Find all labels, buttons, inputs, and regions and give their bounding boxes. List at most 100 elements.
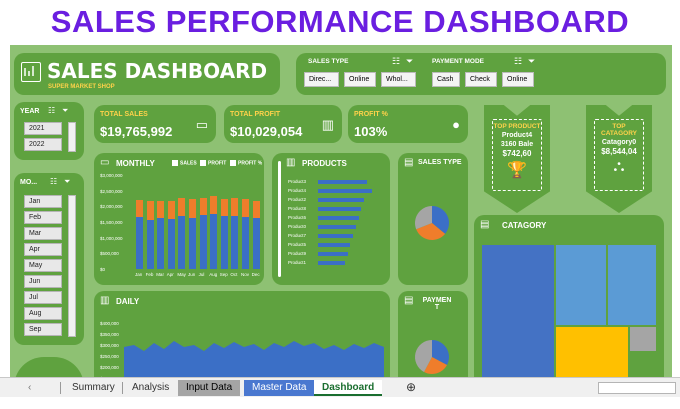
pie-slice xyxy=(415,206,432,230)
tab-dashboard[interactable]: Dashboard xyxy=(314,380,383,396)
product-label: Product9 xyxy=(288,251,307,256)
profit-bar xyxy=(199,197,207,216)
payment-mode-option[interactable]: Check xyxy=(465,72,497,87)
kpi-total-sales: TOTAL SALES $19,765,992 ▭ xyxy=(94,105,216,143)
sales-type-option[interactable]: Online xyxy=(344,72,376,87)
tab-divider xyxy=(60,382,61,394)
year-item[interactable]: 2022 xyxy=(24,138,62,151)
treemap-cell xyxy=(630,327,656,351)
legend-profit[interactable]: PROFIT xyxy=(200,160,226,166)
product-label: Product0 xyxy=(288,224,307,229)
clear-filter-icon[interactable]: ⏷ xyxy=(406,56,414,66)
year-scrollbar[interactable] xyxy=(68,122,76,152)
multi-select-icon[interactable]: ☷ xyxy=(514,56,523,66)
multi-select-icon[interactable]: ☷ xyxy=(50,177,58,186)
month-scrollbar[interactable] xyxy=(68,195,76,337)
product-label: Product1 xyxy=(288,260,307,265)
pie-slice xyxy=(432,206,449,234)
tab-input-data[interactable]: Input Data xyxy=(178,380,241,396)
product-bar xyxy=(318,180,367,184)
y-tick-label: $500,000 xyxy=(100,251,119,257)
product-bar xyxy=(318,225,356,229)
payment-chart-title: PAYMEN T xyxy=(422,297,452,311)
month-item[interactable]: May xyxy=(24,259,62,272)
payment-mode-option[interactable]: Cash xyxy=(432,72,460,87)
year-item[interactable]: 2021 xyxy=(24,122,62,135)
kpi-label: PROFIT % xyxy=(354,111,388,118)
month-item[interactable]: Jun xyxy=(24,275,62,288)
document-icon: ▤ xyxy=(404,157,414,168)
dashboard-canvas: SALES DASHBOARD SUPER MARKET SHOP SALES … xyxy=(10,45,672,379)
partial-card xyxy=(14,357,84,379)
month-item[interactable]: Jan xyxy=(24,195,62,208)
treemap-cell xyxy=(608,245,656,325)
sales-type-chart-title: SALES TYPE xyxy=(418,159,462,166)
sales-bar xyxy=(178,215,186,269)
checkbox-icon xyxy=(230,160,236,166)
bar-chart-icon: ▥ xyxy=(286,157,296,168)
legend-profit-label: PROFIT xyxy=(208,160,227,167)
checkbox-icon xyxy=(200,160,206,166)
document-icon: ▤ xyxy=(480,219,490,230)
payment-mode-option[interactable]: Online xyxy=(502,72,534,87)
legend-profit-percent[interactable]: PROFIT % xyxy=(230,160,262,166)
scroll-left-icon[interactable]: ‹ xyxy=(28,382,32,393)
multi-select-icon[interactable]: ☷ xyxy=(392,56,401,66)
x-tick-label: Feb xyxy=(145,272,154,277)
sales-type-label: SALES TYPE xyxy=(308,58,349,65)
y-tick-label: $1,500,000 xyxy=(100,220,123,225)
month-slicer-label: MO... xyxy=(20,179,38,186)
kpi-label: TOTAL SALES xyxy=(100,111,148,118)
month-item[interactable]: Aug xyxy=(24,307,62,320)
y-tick-label: $3,000,000 xyxy=(100,173,123,178)
treemap-cell xyxy=(556,245,606,325)
add-sheet-icon[interactable]: ⊕ xyxy=(406,380,417,394)
profit-bar xyxy=(252,200,260,218)
horizontal-scrollbar[interactable] xyxy=(598,382,676,394)
month-item[interactable]: Mar xyxy=(24,227,62,240)
payment-pie xyxy=(415,340,449,374)
monthly-title: MONTHLY xyxy=(116,159,155,168)
category-network-icon: ⛬ xyxy=(613,158,625,176)
sales-type-chart-card: ▤ SALES TYPE xyxy=(398,153,468,285)
y-tick-label: $200,000 xyxy=(100,365,119,370)
month-item[interactable]: Jul xyxy=(24,291,62,304)
sheet-tab-bar: ‹ Summary Analysis Input Data Master Dat… xyxy=(0,377,680,397)
sales-type-option[interactable]: Whol... xyxy=(381,72,416,87)
product-label: Product2 xyxy=(288,197,307,202)
sales-bar xyxy=(231,215,239,269)
y-tick-label: $2,500,000 xyxy=(100,188,123,194)
page-title: SALES PERFORMANCE DASHBOARD xyxy=(50,4,630,39)
top-product-value: $742,60 xyxy=(502,149,532,159)
month-item[interactable]: Sep xyxy=(24,323,62,336)
sales-bar xyxy=(199,215,207,269)
category-title: CATAGORY xyxy=(502,221,547,230)
daily-area xyxy=(124,341,384,379)
sales-bar xyxy=(242,216,249,269)
clear-filter-icon[interactable]: ⏷ xyxy=(62,106,69,115)
month-item[interactable]: Apr xyxy=(24,243,62,256)
tab-master-data[interactable]: Master Data xyxy=(244,380,315,396)
product-bar xyxy=(318,198,364,202)
profit-bar xyxy=(178,198,186,216)
multi-select-icon[interactable]: ☷ xyxy=(48,106,56,115)
top-category-value: $8,544,04 xyxy=(601,147,637,157)
bottom-strip xyxy=(0,397,680,409)
daily-title: DAILY xyxy=(116,297,140,306)
month-item[interactable]: Feb xyxy=(24,211,62,224)
tab-summary[interactable]: Summary xyxy=(72,382,115,393)
sales-bar xyxy=(136,217,143,269)
legend-profit-percent-label: PROFIT % xyxy=(238,160,263,167)
legend-sales[interactable]: SALES xyxy=(172,160,197,166)
clear-filter-icon[interactable]: ⏷ xyxy=(64,177,71,186)
clear-filter-icon[interactable]: ⏷ xyxy=(528,56,536,66)
x-tick-label: Aug xyxy=(209,272,218,277)
products-chart-card: ▥ PRODUCTS Product3 Product4 Product2 Produ… xyxy=(272,153,390,285)
y-tick-label: $400,000 xyxy=(100,321,119,326)
x-tick-label: May xyxy=(177,272,186,277)
sales-type-option[interactable]: Direc... xyxy=(304,72,339,87)
tab-analysis[interactable]: Analysis xyxy=(132,382,170,393)
kpi-total-profit: TOTAL PROFIT $10,029,054 ▥ xyxy=(224,105,342,143)
month-slicer: MO... ☷ ⏷ Jan Feb Mar Apr May Jun Jul Au… xyxy=(14,173,84,345)
year-slicer-label: YEAR xyxy=(20,108,40,115)
